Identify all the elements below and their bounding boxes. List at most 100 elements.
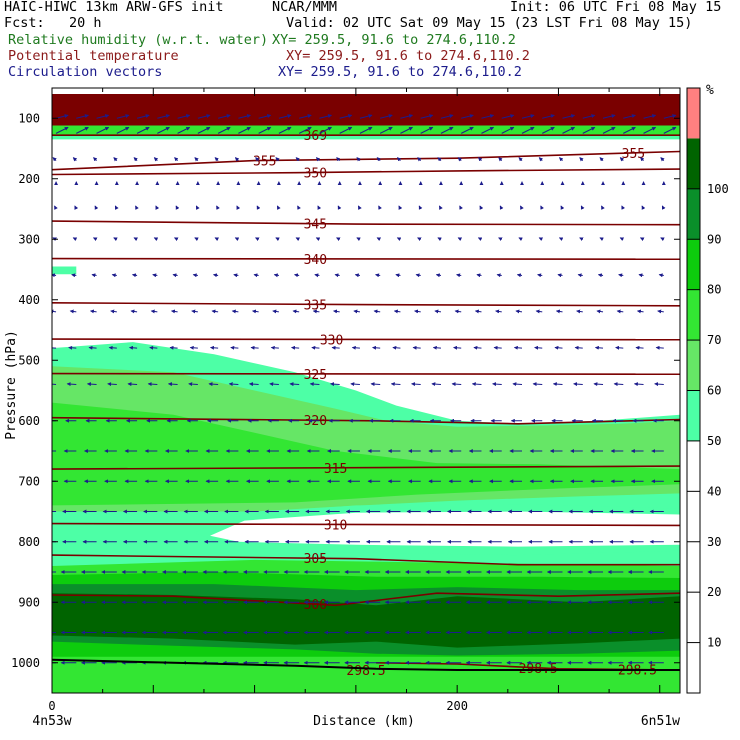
theta-contour-300 [52, 592, 680, 607]
vector [375, 273, 381, 278]
rh-region-7 [210, 511, 680, 547]
vector [512, 382, 523, 387]
chart-title: HAIC-HIWC 13km ARW-GFS init [4, 0, 224, 15]
vector [660, 237, 665, 242]
forecast-label: Fcst: 20 h [4, 15, 102, 31]
theta-contour-325 [52, 372, 680, 375]
vector [52, 309, 57, 314]
colorbar-tick-label: 80 [707, 283, 721, 297]
vector [471, 382, 482, 387]
vector [379, 126, 393, 134]
vector [152, 273, 158, 278]
vector [415, 273, 421, 278]
vector [521, 126, 535, 134]
theta-label-350: 350 [304, 166, 327, 181]
vector [596, 309, 604, 314]
vector [258, 114, 272, 119]
vector [113, 237, 118, 242]
vector [559, 157, 564, 162]
vector [319, 126, 333, 134]
colorbar-band-7 [687, 88, 700, 139]
plot-frame [51, 87, 681, 694]
colorbar-tick-label: 30 [707, 535, 721, 549]
vector [516, 273, 523, 278]
vector [496, 273, 502, 278]
vector [654, 382, 664, 387]
vector [437, 237, 442, 242]
terrain-line [52, 658, 680, 671]
vector [170, 309, 178, 314]
vector [197, 114, 211, 119]
left-endpoint-label: 4n53w [32, 714, 71, 729]
vector [131, 273, 138, 278]
colorbar-tick-label: 90 [707, 232, 721, 246]
vector [417, 237, 422, 242]
vector [535, 309, 543, 314]
theta-contour-350 [52, 168, 680, 176]
vector [582, 126, 596, 134]
vector [177, 126, 191, 134]
vector [72, 157, 78, 162]
theta-label-298.5: 298.5 [346, 664, 385, 679]
vector [618, 273, 624, 278]
vector [255, 237, 260, 242]
vector [356, 237, 361, 242]
vector [155, 205, 160, 210]
vector [150, 309, 158, 314]
colorbar-tick-label: 100 [707, 182, 729, 196]
vector [398, 205, 403, 210]
vector [457, 157, 462, 162]
vector [641, 205, 646, 210]
vector [636, 309, 644, 314]
vector [319, 114, 333, 119]
vector [54, 205, 58, 210]
vector [72, 237, 78, 242]
vector [373, 309, 381, 314]
vector [209, 345, 219, 350]
vector [116, 114, 130, 119]
vector [615, 345, 624, 350]
theta-contour-305 [52, 554, 680, 566]
vector [315, 237, 321, 242]
vector [248, 382, 259, 387]
vector [194, 237, 199, 242]
vector [315, 157, 321, 162]
vector [643, 114, 657, 119]
vector [169, 345, 178, 350]
vector [440, 114, 454, 119]
colorbar-band-0 [687, 440, 700, 693]
theta-label-330: 330 [320, 333, 343, 348]
vector [250, 345, 259, 350]
vector [174, 237, 179, 242]
vector [476, 273, 482, 278]
theta-label-315: 315 [324, 462, 347, 477]
vector [136, 126, 150, 134]
vector [350, 382, 360, 387]
vector [454, 309, 462, 314]
colorbar-band-2 [687, 340, 700, 391]
vector [538, 157, 544, 162]
vector [68, 345, 77, 350]
vector [580, 205, 585, 210]
vector [437, 157, 442, 162]
vector [234, 157, 240, 162]
colorbar-tick-label: 40 [707, 484, 721, 498]
vector [392, 345, 401, 350]
vector [231, 309, 239, 314]
vector [432, 345, 441, 350]
vector [197, 126, 211, 134]
vector-layer [52, 114, 677, 665]
colorbar-band-1 [687, 390, 700, 441]
vector [93, 157, 98, 162]
x-axis-label: Distance (km) [313, 714, 415, 729]
vector [599, 157, 604, 162]
vector [172, 273, 178, 278]
vector [297, 205, 301, 210]
y-tick-label: 1000 [11, 656, 40, 670]
vector [378, 205, 382, 210]
vector [212, 273, 219, 278]
vector [521, 114, 535, 119]
vector [663, 126, 677, 134]
vector [576, 309, 583, 314]
vector [96, 126, 110, 134]
